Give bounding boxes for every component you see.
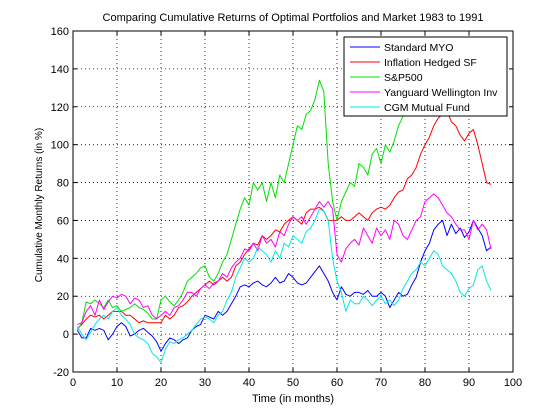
x-tick-label: 80 bbox=[419, 377, 431, 389]
legend-label-s-p500: S&P500 bbox=[384, 72, 423, 84]
y-axis-label: Cumulative Monthly Returns (in %) bbox=[34, 128, 45, 283]
chart-title: Comparing Cumulative Returns of Optimal … bbox=[103, 12, 484, 24]
y-tick-label: 120 bbox=[51, 102, 69, 114]
y-tick-label: 40 bbox=[57, 253, 69, 265]
x-tick-label: 30 bbox=[199, 377, 211, 389]
y-tick-label: 0 bbox=[63, 329, 69, 341]
y-tick-label: 20 bbox=[57, 291, 69, 303]
x-tick-label: 60 bbox=[331, 377, 343, 389]
y-tick-label: 60 bbox=[57, 215, 69, 227]
x-tick-label: 70 bbox=[375, 377, 387, 389]
axis-ticks: 0 10 20 30 40 50 60 70 80 90 100-20020406080100120… bbox=[51, 26, 523, 389]
legend: Standard MYO Inflation Hedged SF S&P500 Yan… bbox=[343, 36, 508, 117]
y-tick-label: -20 bbox=[53, 367, 69, 379]
series-line-yanguard-wellington-inv bbox=[77, 193, 492, 326]
x-tick-label: 10 bbox=[111, 377, 123, 389]
x-tick-label: 40 bbox=[243, 377, 255, 389]
legend-label-inflation-hedged-sf: Inflation Hedged SF bbox=[384, 57, 477, 69]
series-line-inflation-hedged-sf bbox=[77, 110, 492, 329]
series-line-cgm-mutual-fund bbox=[76, 208, 492, 363]
y-tick-label: 140 bbox=[51, 64, 69, 76]
x-tick-label: 20 bbox=[155, 377, 167, 389]
y-tick-label: 100 bbox=[51, 140, 69, 152]
x-axis-label: Time (in months) bbox=[252, 393, 334, 405]
x-tick-label: 90 bbox=[463, 377, 475, 389]
x-tick-label: 50 bbox=[287, 377, 299, 389]
legend-label-cgm-mutual-fund: CGM Mutual Fund bbox=[384, 102, 470, 114]
y-tick-label: 80 bbox=[57, 178, 69, 190]
x-tick-label: 0 bbox=[70, 377, 76, 389]
legend-label-standard-myo: Standard MYO bbox=[384, 42, 453, 54]
legend-label-yanguard-wellington-inv: Yanguard Wellington Inv bbox=[384, 87, 498, 99]
x-tick-label: 100 bbox=[504, 377, 522, 389]
series-line-standard-myo bbox=[76, 219, 492, 352]
y-tick-label: 160 bbox=[51, 26, 69, 38]
